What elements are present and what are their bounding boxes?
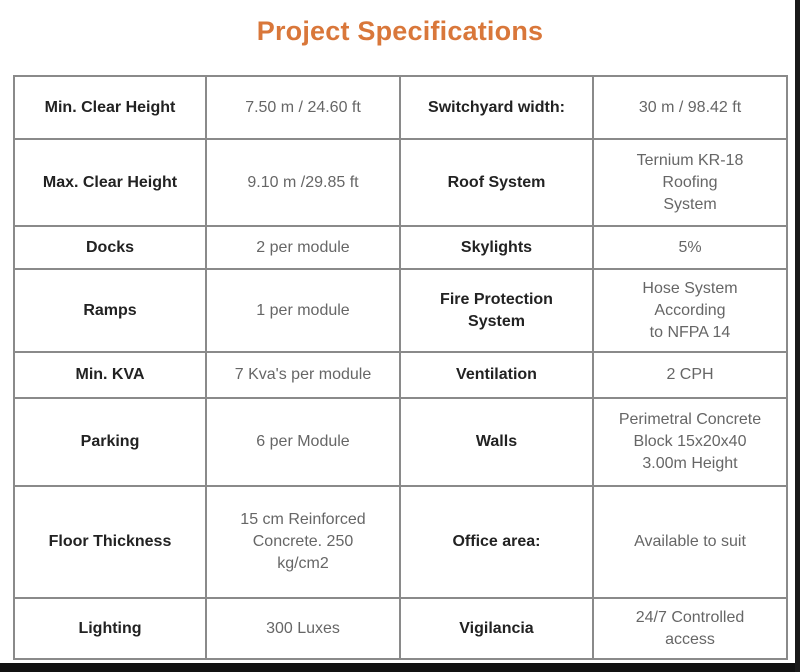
spec-label: Min. KVA <box>13 351 207 399</box>
spec-value: 300 Luxes <box>205 597 401 660</box>
spec-value: Perimetral Concrete Block 15x20x40 3.00m… <box>592 397 788 487</box>
spec-label: Fire Protection System <box>399 268 594 353</box>
spec-label: Office area: <box>399 485 594 599</box>
spec-label: Roof System <box>399 138 594 227</box>
table-row: Min. Clear Height 7.50 m / 24.60 ft Switch… <box>13 75 788 140</box>
spec-value: 7 Kva's per module <box>205 351 401 399</box>
specifications-table: Min. Clear Height 7.50 m / 24.60 ft Switch… <box>13 75 788 660</box>
page-title: Project Specifications <box>256 16 544 46</box>
spec-label: Ventilation <box>399 351 594 399</box>
spec-value: 15 cm Reinforced Concrete. 250 kg/cm2 <box>205 485 401 599</box>
table-row: Ramps 1 per module Fire Protection System H… <box>13 268 788 353</box>
spec-value: 7.50 m / 24.60 ft <box>205 75 401 140</box>
spec-label: Floor Thickness <box>13 485 207 599</box>
spec-value: 2 CPH <box>592 351 788 399</box>
spec-value: Hose System According to NFPA 14 <box>592 268 788 353</box>
spec-value: Available to suit <box>592 485 788 599</box>
table-row: Lighting 300 Luxes Vigilancia 24/7 Controll… <box>13 597 788 660</box>
spec-label: Ramps <box>13 268 207 353</box>
table-row: Parking 6 per Module Walls Perimetral Concr… <box>13 397 788 487</box>
spec-label: Min. Clear Height <box>13 75 207 140</box>
spec-value: 6 per Module <box>205 397 401 487</box>
spec-value: 9.10 m /29.85 ft <box>205 138 401 227</box>
spec-label: Switchyard width: <box>399 75 594 140</box>
spec-value: 1 per module <box>205 268 401 353</box>
spec-value: 24/7 Controlled access <box>592 597 788 660</box>
spec-label: Parking <box>13 397 207 487</box>
spec-label: Walls <box>399 397 594 487</box>
table-row: Docks 2 per module Skylights 5% <box>13 225 788 270</box>
bottom-border <box>0 663 800 672</box>
spec-label: Vigilancia <box>399 597 594 660</box>
table-row: Max. Clear Height 9.10 m /29.85 ft Roof Sy… <box>13 138 788 227</box>
right-border <box>795 0 800 672</box>
spec-label: Docks <box>13 225 207 270</box>
spec-label: Skylights <box>399 225 594 270</box>
spec-value: 30 m / 98.42 ft <box>592 75 788 140</box>
spec-label: Lighting <box>13 597 207 660</box>
spec-label: Max. Clear Height <box>13 138 207 227</box>
spec-value: Ternium KR-18 Roofing System <box>592 138 788 227</box>
spec-value: 5% <box>592 225 788 270</box>
table-row: Floor Thickness 15 cm Reinforced Concrete… <box>13 485 788 599</box>
spec-value: 2 per module <box>205 225 401 270</box>
table-row: Min. KVA 7 Kva's per module Ventilation 2 C… <box>13 351 788 399</box>
